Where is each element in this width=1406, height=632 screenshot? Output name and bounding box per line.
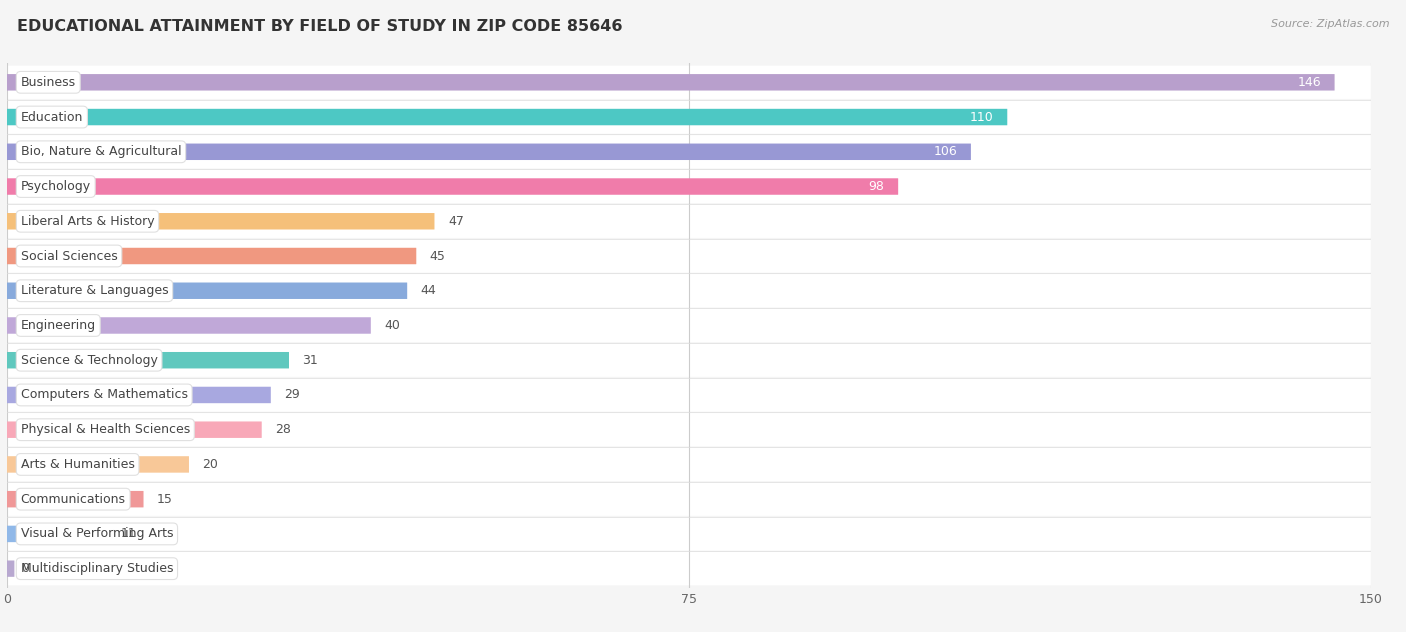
FancyBboxPatch shape — [0, 240, 1379, 272]
Text: Science & Technology: Science & Technology — [21, 354, 157, 367]
Text: 110: 110 — [970, 111, 994, 123]
Circle shape — [1, 71, 7, 93]
Text: Physical & Health Sciences: Physical & Health Sciences — [21, 423, 190, 436]
FancyBboxPatch shape — [7, 387, 271, 403]
Circle shape — [1, 141, 7, 162]
Text: Business: Business — [21, 76, 76, 89]
FancyBboxPatch shape — [0, 66, 1379, 99]
Text: 29: 29 — [284, 389, 299, 401]
Text: 20: 20 — [202, 458, 218, 471]
FancyBboxPatch shape — [7, 526, 107, 542]
Text: Social Sciences: Social Sciences — [21, 250, 118, 262]
FancyBboxPatch shape — [0, 413, 1379, 446]
Text: 0: 0 — [21, 562, 28, 575]
Circle shape — [1, 315, 7, 336]
FancyBboxPatch shape — [0, 274, 1379, 307]
Text: Engineering: Engineering — [21, 319, 96, 332]
FancyBboxPatch shape — [0, 309, 1379, 342]
Circle shape — [1, 210, 7, 232]
Text: Multidisciplinary Studies: Multidisciplinary Studies — [21, 562, 173, 575]
FancyBboxPatch shape — [7, 352, 290, 368]
Circle shape — [1, 106, 7, 128]
FancyBboxPatch shape — [7, 283, 408, 299]
Text: Literature & Languages: Literature & Languages — [21, 284, 169, 297]
FancyBboxPatch shape — [7, 248, 416, 264]
Text: Liberal Arts & History: Liberal Arts & History — [21, 215, 155, 228]
Circle shape — [1, 558, 7, 580]
FancyBboxPatch shape — [7, 491, 143, 507]
Text: 45: 45 — [430, 250, 446, 262]
FancyBboxPatch shape — [7, 561, 14, 577]
Text: 11: 11 — [121, 528, 136, 540]
Text: 31: 31 — [302, 354, 318, 367]
Text: 44: 44 — [420, 284, 436, 297]
FancyBboxPatch shape — [0, 170, 1379, 204]
Text: Bio, Nature & Agricultural: Bio, Nature & Agricultural — [21, 145, 181, 158]
FancyBboxPatch shape — [0, 100, 1379, 134]
Text: EDUCATIONAL ATTAINMENT BY FIELD OF STUDY IN ZIP CODE 85646: EDUCATIONAL ATTAINMENT BY FIELD OF STUDY… — [17, 19, 623, 34]
Circle shape — [1, 384, 7, 406]
Circle shape — [1, 349, 7, 371]
Text: Computers & Mathematics: Computers & Mathematics — [21, 389, 187, 401]
Text: 47: 47 — [449, 215, 464, 228]
FancyBboxPatch shape — [7, 422, 262, 438]
Text: Education: Education — [21, 111, 83, 123]
FancyBboxPatch shape — [0, 482, 1379, 516]
Circle shape — [1, 489, 7, 510]
FancyBboxPatch shape — [0, 552, 1379, 585]
FancyBboxPatch shape — [0, 379, 1379, 411]
Circle shape — [1, 176, 7, 197]
Circle shape — [1, 419, 7, 441]
Text: 146: 146 — [1298, 76, 1320, 89]
Text: Visual & Performing Arts: Visual & Performing Arts — [21, 528, 173, 540]
FancyBboxPatch shape — [7, 109, 1007, 125]
Circle shape — [1, 454, 7, 475]
Text: Source: ZipAtlas.com: Source: ZipAtlas.com — [1271, 19, 1389, 29]
Text: Arts & Humanities: Arts & Humanities — [21, 458, 135, 471]
Text: 28: 28 — [276, 423, 291, 436]
Circle shape — [1, 523, 7, 545]
Text: 15: 15 — [157, 493, 173, 506]
FancyBboxPatch shape — [7, 456, 188, 473]
Text: Psychology: Psychology — [21, 180, 91, 193]
FancyBboxPatch shape — [7, 213, 434, 229]
Circle shape — [1, 245, 7, 267]
Text: 40: 40 — [384, 319, 401, 332]
FancyBboxPatch shape — [0, 205, 1379, 238]
Text: 106: 106 — [934, 145, 957, 158]
FancyBboxPatch shape — [7, 178, 898, 195]
FancyBboxPatch shape — [0, 447, 1379, 481]
FancyBboxPatch shape — [0, 135, 1379, 169]
FancyBboxPatch shape — [0, 344, 1379, 377]
FancyBboxPatch shape — [7, 143, 972, 160]
FancyBboxPatch shape — [7, 317, 371, 334]
Text: Communications: Communications — [21, 493, 125, 506]
Text: 98: 98 — [869, 180, 884, 193]
FancyBboxPatch shape — [0, 517, 1379, 550]
FancyBboxPatch shape — [7, 74, 1334, 90]
Circle shape — [1, 280, 7, 301]
